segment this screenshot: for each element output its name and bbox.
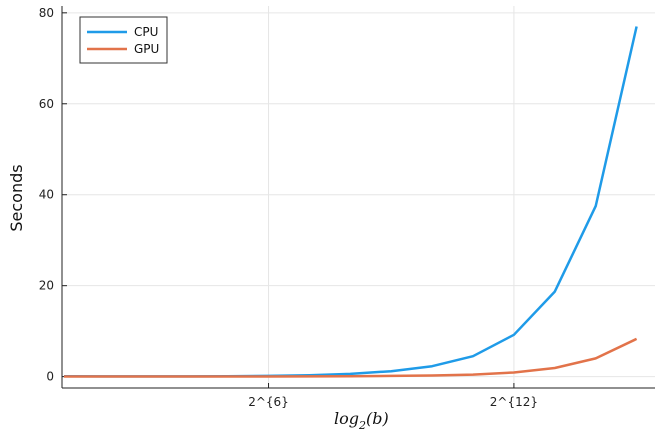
legend-box: [79, 16, 168, 64]
grid: [62, 6, 655, 388]
x-axis-label-argument: (b): [366, 409, 389, 428]
y-tick-label: 80: [39, 6, 54, 20]
x-tick-label: 2^{12}: [490, 395, 538, 409]
y-tick-label: 20: [39, 279, 54, 293]
x-tick-label: 2^{6}: [248, 395, 289, 409]
axes: [61, 6, 655, 389]
legend-label-cpu: CPU: [134, 25, 158, 39]
legend-label-gpu: GPU: [134, 42, 159, 56]
y-tick-label: 0: [46, 370, 54, 384]
y-tick-label: 40: [39, 188, 54, 202]
x-axis-label-subscript: 2: [358, 419, 366, 432]
x-axis-label: log2(b): [334, 409, 389, 432]
legend: CPU GPU: [79, 16, 168, 64]
series-lines: [63, 26, 638, 378]
y-axis-label: Seconds: [7, 164, 26, 231]
x-axis-label-main: log: [334, 409, 359, 428]
tick-labels: 0 20 40 60 80 2^{6} 2^{12}: [39, 6, 538, 409]
series-line-cpu: [63, 26, 638, 378]
series-line-gpu: [64, 337, 638, 378]
y-tick-label: 60: [39, 97, 54, 111]
